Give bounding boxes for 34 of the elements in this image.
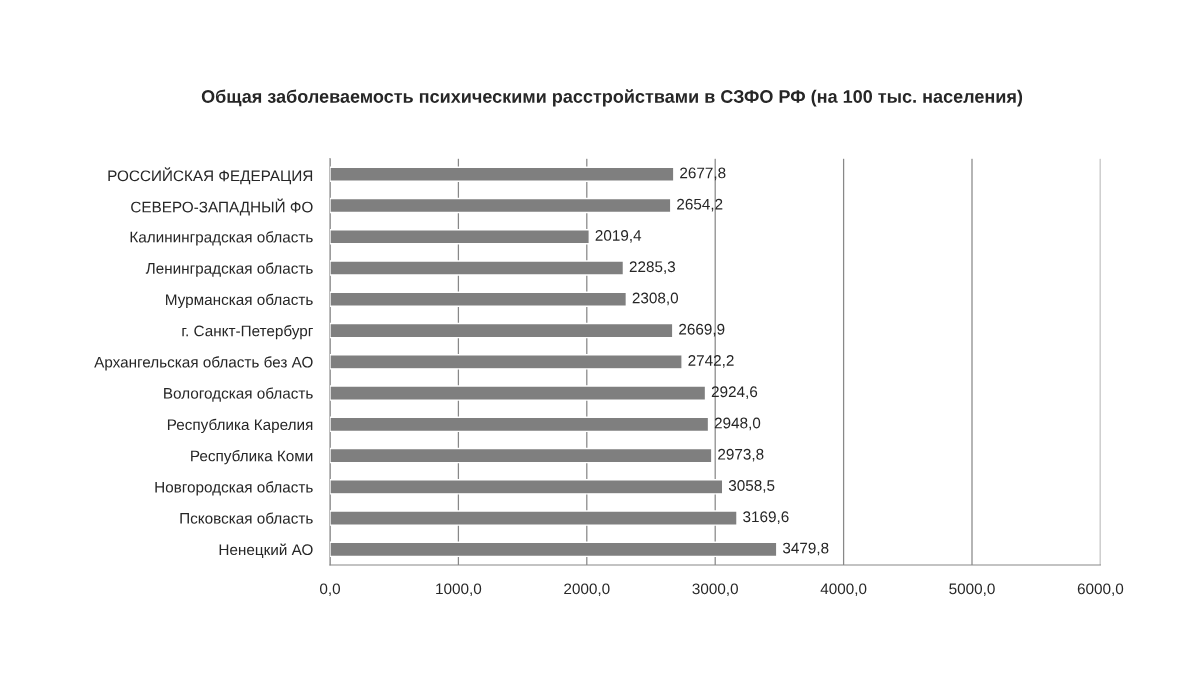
x-tick-label: 3000,0 <box>692 583 738 597</box>
data-label: 2973,8 <box>718 448 764 462</box>
chart-title: Общая заболеваемость психическими расстройствами в СЗФО РФ (на 100 тыс. населения) <box>201 89 1023 107</box>
data-label: 2924,6 <box>711 386 758 399</box>
y-tick-label: Новгородская область <box>155 481 313 496</box>
y-tick-label: Ленинградская область <box>145 262 313 277</box>
data-label: 3479,8 <box>782 542 829 556</box>
data-label: 3058,5 <box>728 480 775 493</box>
y-tick-label: г. Санкт-Петербург <box>182 324 313 340</box>
data-label: 2019,4 <box>595 230 642 243</box>
y-tick-label: РОССИЙСКАЯ ФЕДЕРАЦИЯ <box>108 167 313 185</box>
y-tick-label: Калининградская область <box>130 231 313 246</box>
x-tick-label: 1000,0 <box>436 583 482 597</box>
data-label: 3169,6 <box>743 511 789 524</box>
x-tick-label: 5000,0 <box>949 583 995 597</box>
x-tick-label: 0,0 <box>319 583 341 597</box>
y-tick-label: Республика Карелия <box>167 418 313 434</box>
y-tick-label: Псковская область <box>180 512 313 524</box>
x-tick-label: 2000,0 <box>564 583 610 597</box>
y-tick-label: Вологодская область <box>164 387 313 402</box>
data-label: 2742,2 <box>688 355 734 368</box>
x-tick-label: 6000,0 <box>1077 583 1124 597</box>
y-tick-label: Республика Коми <box>191 449 313 465</box>
data-label: 2285,3 <box>629 261 676 274</box>
data-label: 2677,8 <box>680 167 726 181</box>
y-tick-label: Архангельская область без АО <box>94 356 313 371</box>
x-tick-label: 4000,0 <box>820 583 867 597</box>
y-tick-label: Мурманская область <box>166 293 313 309</box>
data-label: 2654,2 <box>677 198 723 212</box>
y-tick-label: Ненецкий АО <box>219 543 313 558</box>
data-label: 2669,9 <box>679 323 725 337</box>
data-label: 2308,0 <box>632 292 679 306</box>
data-label: 2948,0 <box>714 417 761 431</box>
y-tick-label: СЕВЕРО-ЗАПАДНЫЙ ФО <box>131 198 313 216</box>
